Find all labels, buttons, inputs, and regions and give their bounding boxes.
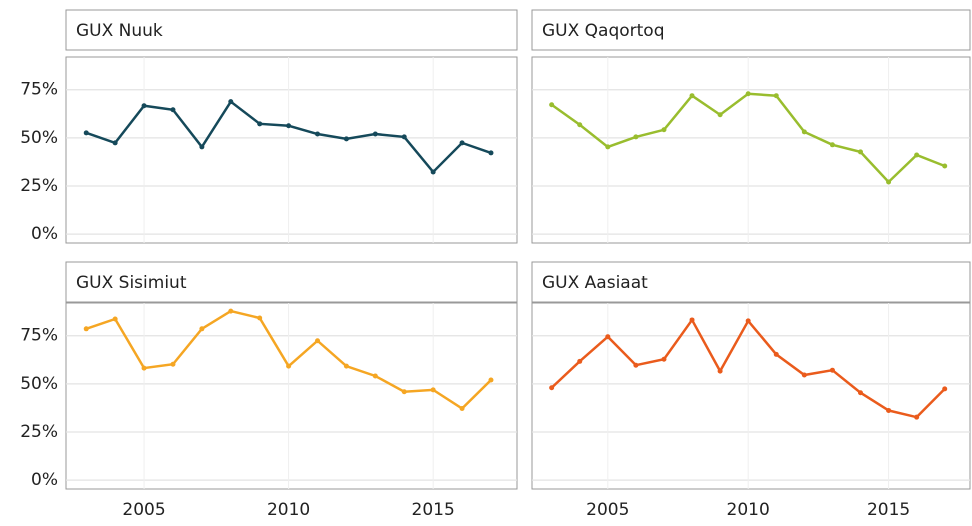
- data-point: [661, 356, 667, 362]
- data-point: [661, 127, 667, 133]
- data-point: [886, 407, 892, 413]
- x-tick-label: 2005: [122, 500, 165, 520]
- data-point: [745, 318, 751, 324]
- y-tick-label: 50%: [20, 128, 58, 148]
- data-point: [315, 131, 321, 137]
- data-point: [112, 316, 118, 322]
- x-tick-label: 2010: [727, 500, 770, 520]
- y-tick-label: 0%: [31, 224, 58, 244]
- data-point: [773, 351, 779, 357]
- data-point: [829, 367, 835, 373]
- data-point: [914, 152, 920, 158]
- data-point: [914, 414, 920, 420]
- x-tick-label: 2015: [412, 500, 455, 520]
- y-tick-label: 50%: [20, 374, 58, 394]
- panel-title: GUX Nuuk: [76, 21, 163, 41]
- strip: [531, 9, 971, 51]
- data-point: [372, 131, 378, 137]
- y-tick-label: 25%: [20, 176, 58, 196]
- data-point: [745, 91, 751, 97]
- data-point: [633, 134, 639, 140]
- data-point: [343, 363, 349, 369]
- data-point: [773, 93, 779, 99]
- panel: [531, 56, 971, 244]
- data-point: [689, 317, 695, 323]
- panel-title: GUX Sisimiut: [76, 273, 187, 293]
- data-point: [83, 130, 89, 136]
- data-point: [199, 144, 205, 150]
- data-point: [633, 362, 639, 368]
- data-point: [605, 144, 611, 150]
- data-point: [858, 149, 863, 155]
- strip: [65, 261, 518, 303]
- data-point: [801, 372, 807, 378]
- data-point: [577, 358, 583, 364]
- panel: [65, 56, 518, 244]
- data-point: [286, 123, 292, 129]
- data-point: [689, 93, 695, 99]
- data-point: [605, 334, 611, 340]
- data-point: [858, 390, 863, 396]
- data-point: [430, 387, 436, 393]
- data-point: [112, 140, 118, 146]
- y-tick-label: 75%: [20, 326, 58, 346]
- data-point: [286, 363, 292, 369]
- x-tick-label: 2005: [586, 500, 629, 520]
- data-point: [343, 136, 349, 142]
- strip: [531, 261, 971, 303]
- data-point: [199, 326, 205, 332]
- data-point: [401, 134, 407, 140]
- data-point: [228, 308, 234, 314]
- data-point: [942, 386, 948, 392]
- panel-title: GUX Aasiaat: [542, 273, 648, 293]
- y-tick-label: 25%: [20, 422, 58, 442]
- panel: [531, 302, 971, 490]
- y-tick-label: 0%: [31, 470, 58, 490]
- data-point: [257, 315, 263, 321]
- data-point: [430, 169, 436, 175]
- x-tick-label: 2010: [267, 500, 310, 520]
- data-point: [170, 107, 176, 113]
- panel: [65, 302, 518, 490]
- data-point: [801, 129, 807, 135]
- strip: [65, 9, 518, 51]
- data-point: [257, 121, 263, 127]
- data-point: [488, 377, 494, 383]
- data-point: [717, 112, 723, 118]
- data-point: [459, 140, 465, 146]
- data-point: [488, 150, 494, 156]
- data-point: [459, 406, 465, 412]
- data-point: [372, 373, 378, 379]
- data-point: [83, 326, 89, 332]
- data-point: [141, 103, 147, 109]
- y-tick-label: 75%: [20, 80, 58, 100]
- data-point: [717, 368, 723, 374]
- data-point: [829, 142, 835, 148]
- data-point: [141, 365, 147, 371]
- data-point: [942, 163, 948, 169]
- data-point: [170, 361, 176, 367]
- data-point: [577, 122, 583, 128]
- data-point: [549, 385, 555, 391]
- data-point: [401, 389, 407, 395]
- data-point: [886, 179, 892, 185]
- x-tick-label: 2015: [867, 500, 910, 520]
- data-point: [549, 102, 555, 108]
- data-point: [315, 338, 321, 344]
- panel-title: GUX Qaqortoq: [542, 21, 665, 41]
- data-point: [228, 99, 234, 105]
